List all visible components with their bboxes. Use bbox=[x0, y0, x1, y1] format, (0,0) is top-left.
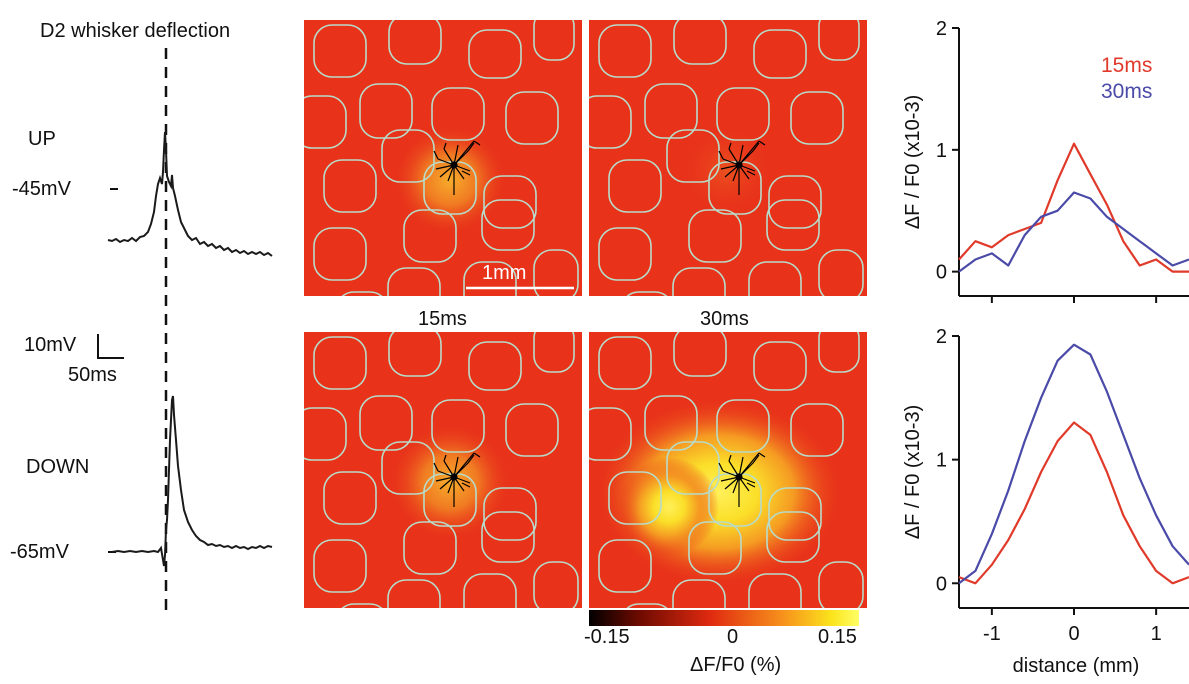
colorbar-label: ΔF/F0 (%) bbox=[690, 654, 782, 676]
membrane-traces bbox=[97, 48, 273, 612]
profile-charts: 0 1 2 ΔF / F0 (x10-3) 15ms 30ms 0 1 2 -1 0 1 ΔF / F0… bbox=[902, 18, 1189, 677]
y-tick-label: 2 bbox=[936, 18, 947, 40]
x-tick-label: -1 bbox=[983, 623, 1001, 645]
stimulus-label: D2 whisker deflection bbox=[40, 20, 231, 42]
up-level-label: -45mV bbox=[12, 178, 71, 200]
series-line-30ms bbox=[958, 191, 1189, 273]
x-axis-label: distance (mm) bbox=[1013, 655, 1140, 677]
vsd-image-down-15ms bbox=[304, 332, 582, 608]
down-state-label: DOWN bbox=[26, 456, 90, 478]
y-tick-label: 1 bbox=[936, 450, 947, 472]
vsd-image-down-30ms bbox=[589, 332, 867, 608]
x-tick-label: 1 bbox=[1151, 623, 1162, 645]
scale-bar-label: 1mm bbox=[482, 262, 527, 284]
colorbar-tick-max: 0.15 bbox=[818, 626, 857, 648]
colorbar-tick-min: -0.15 bbox=[584, 626, 630, 648]
series-line-30ms bbox=[958, 343, 1189, 585]
time-label-15ms: 15ms bbox=[418, 308, 467, 330]
down-level-label: -65mV bbox=[10, 541, 69, 563]
scale-bar bbox=[97, 334, 124, 359]
y-axis-label: ΔF / F0 (x10-3) bbox=[902, 95, 924, 230]
legend-entry: 30ms bbox=[1101, 80, 1152, 103]
x-tick-label: 0 bbox=[1068, 623, 1079, 645]
vsd-image-up-30ms bbox=[589, 20, 867, 296]
series-line-15ms bbox=[958, 142, 1189, 273]
y-axis-label: ΔF / F0 (x10-3) bbox=[902, 405, 924, 540]
y-tick-label: 2 bbox=[936, 326, 947, 348]
y-tick-label: 0 bbox=[936, 262, 947, 284]
down-state-trace bbox=[111, 395, 273, 567]
y-tick-label: 1 bbox=[936, 140, 947, 162]
up-state-trace bbox=[107, 131, 273, 257]
vsd-image-up-15ms bbox=[304, 20, 582, 296]
time-label-30ms: 30ms bbox=[700, 308, 749, 330]
scale-time-label: 50ms bbox=[68, 364, 117, 386]
scale-voltage-label: 10mV bbox=[24, 334, 77, 356]
legend-entry: 15ms bbox=[1101, 54, 1152, 77]
colorbar bbox=[589, 610, 859, 626]
y-tick-label: 0 bbox=[936, 573, 947, 595]
series-line-15ms bbox=[958, 421, 1189, 585]
up-state-label: UP bbox=[28, 128, 56, 150]
colorbar-tick-zero: 0 bbox=[727, 626, 739, 648]
